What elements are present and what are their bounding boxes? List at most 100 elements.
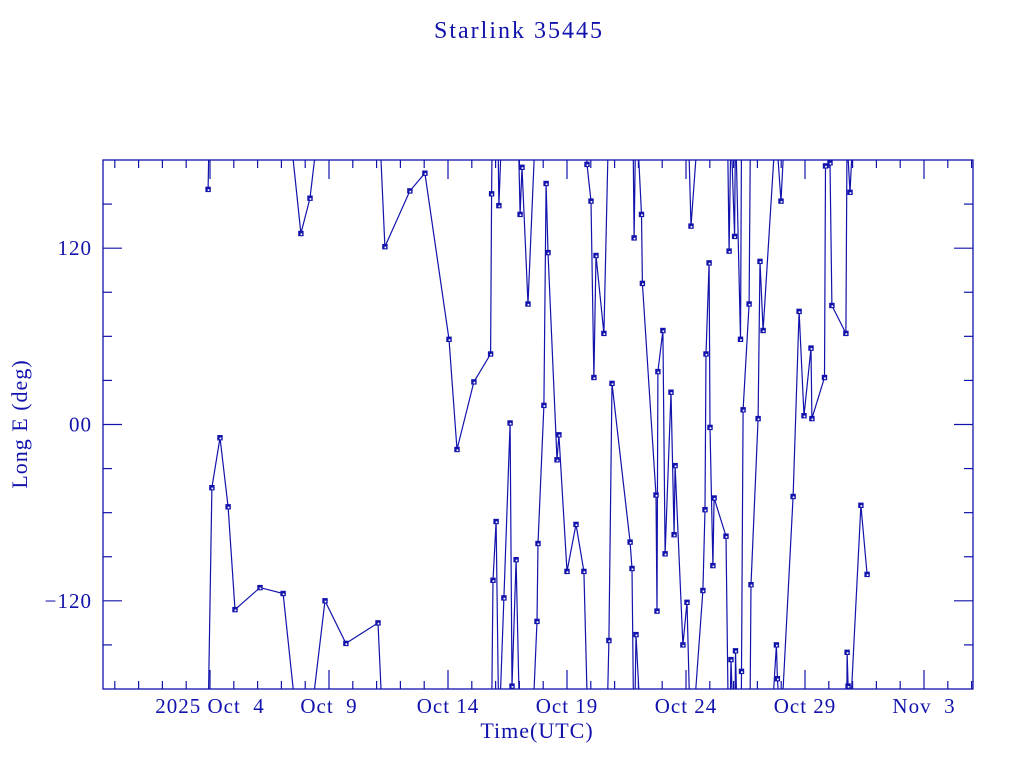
data-point (631, 235, 637, 241)
y-tick-label: 120 (58, 236, 93, 260)
data-point (633, 631, 639, 638)
x-tick-label: Nov 3 (892, 694, 955, 718)
data-point (534, 618, 540, 625)
x-tick-label: Oct 29 (774, 694, 837, 718)
data-point (755, 415, 761, 422)
y-axis-title: Long E (deg) (7, 359, 32, 488)
data-point (298, 230, 304, 237)
data-point (232, 606, 238, 613)
data-point (700, 587, 706, 594)
data-point (827, 160, 833, 166)
data-point (545, 249, 551, 256)
data-point (513, 557, 519, 563)
data-point (703, 351, 709, 357)
data-point (829, 302, 835, 309)
data-point (723, 533, 729, 539)
data-point (864, 571, 870, 578)
x-tick-label: 2025 Oct 4 (155, 694, 265, 718)
data-point (858, 502, 864, 508)
data-point (688, 223, 694, 229)
data-point (446, 336, 452, 342)
data-point (796, 308, 802, 315)
data-point (801, 413, 807, 419)
data-point (454, 446, 460, 453)
data-point (639, 280, 646, 287)
data-point (790, 493, 796, 500)
x-tick-label: Oct 19 (536, 694, 599, 718)
data-point (382, 244, 388, 250)
data-point (773, 642, 780, 648)
data-point (573, 521, 579, 528)
data-point (847, 189, 853, 195)
data-point (519, 164, 525, 170)
data-point (601, 330, 607, 337)
data-point (684, 599, 690, 605)
data-point (581, 568, 587, 575)
data-point (707, 424, 713, 431)
chart-title: Starlink 35445 (434, 18, 604, 44)
data-point (541, 402, 547, 409)
data-point (822, 163, 829, 169)
data-point (205, 186, 211, 193)
data-point (422, 170, 428, 176)
data-point (493, 518, 499, 525)
data-point (487, 351, 494, 357)
data-point (654, 608, 660, 614)
data-point (322, 598, 328, 604)
axis-tick-labels: 2025 Oct 4 Oct 9 Oct 14 Oct 19 Oct 24 Oct 29 N… (45, 236, 955, 718)
data-point (225, 504, 231, 510)
data-point (845, 683, 851, 689)
data-point (738, 668, 745, 675)
data-point (257, 584, 263, 591)
data-point (543, 180, 549, 187)
data-point (471, 379, 477, 385)
data-point (740, 407, 746, 413)
data-point (809, 415, 815, 422)
data-point (375, 620, 381, 626)
data-point (653, 492, 659, 498)
data-point (731, 233, 738, 240)
y-tick-label: −120 (45, 589, 92, 613)
data-point (660, 327, 666, 334)
data-point (593, 252, 599, 259)
data-point (554, 457, 560, 463)
data-point (711, 495, 717, 501)
data-point (726, 248, 732, 254)
data-point (217, 435, 223, 441)
data-point (778, 198, 784, 204)
data-point (680, 642, 686, 648)
data-point (732, 648, 739, 654)
x-tick-label: Oct 14 (417, 694, 480, 718)
data-point (584, 161, 590, 168)
data-point (671, 532, 677, 538)
data-point (702, 507, 708, 513)
data-point (556, 432, 562, 438)
data-point (821, 374, 828, 381)
data-point (564, 568, 570, 575)
data-point (760, 327, 766, 334)
data-point (629, 565, 635, 572)
data-point (609, 380, 615, 387)
data-point (710, 562, 716, 569)
data-point (662, 551, 668, 557)
x-tick-label: Oct 9 (300, 694, 357, 718)
data-point (757, 258, 763, 265)
data-point (588, 198, 594, 204)
data-point (535, 540, 541, 547)
x-tick-label: Oct 24 (655, 694, 718, 718)
data-point (655, 368, 661, 375)
data-point (638, 211, 645, 218)
data-point (517, 211, 523, 218)
data-point (844, 649, 850, 655)
data-point (488, 191, 495, 197)
y-tick-label: 00 (69, 413, 92, 437)
data-point (209, 485, 215, 491)
data-point (343, 640, 349, 647)
axis-ticks (103, 160, 973, 689)
data-point (280, 590, 286, 597)
data-point (591, 374, 597, 381)
data-point (627, 539, 633, 545)
data-point (706, 260, 712, 266)
